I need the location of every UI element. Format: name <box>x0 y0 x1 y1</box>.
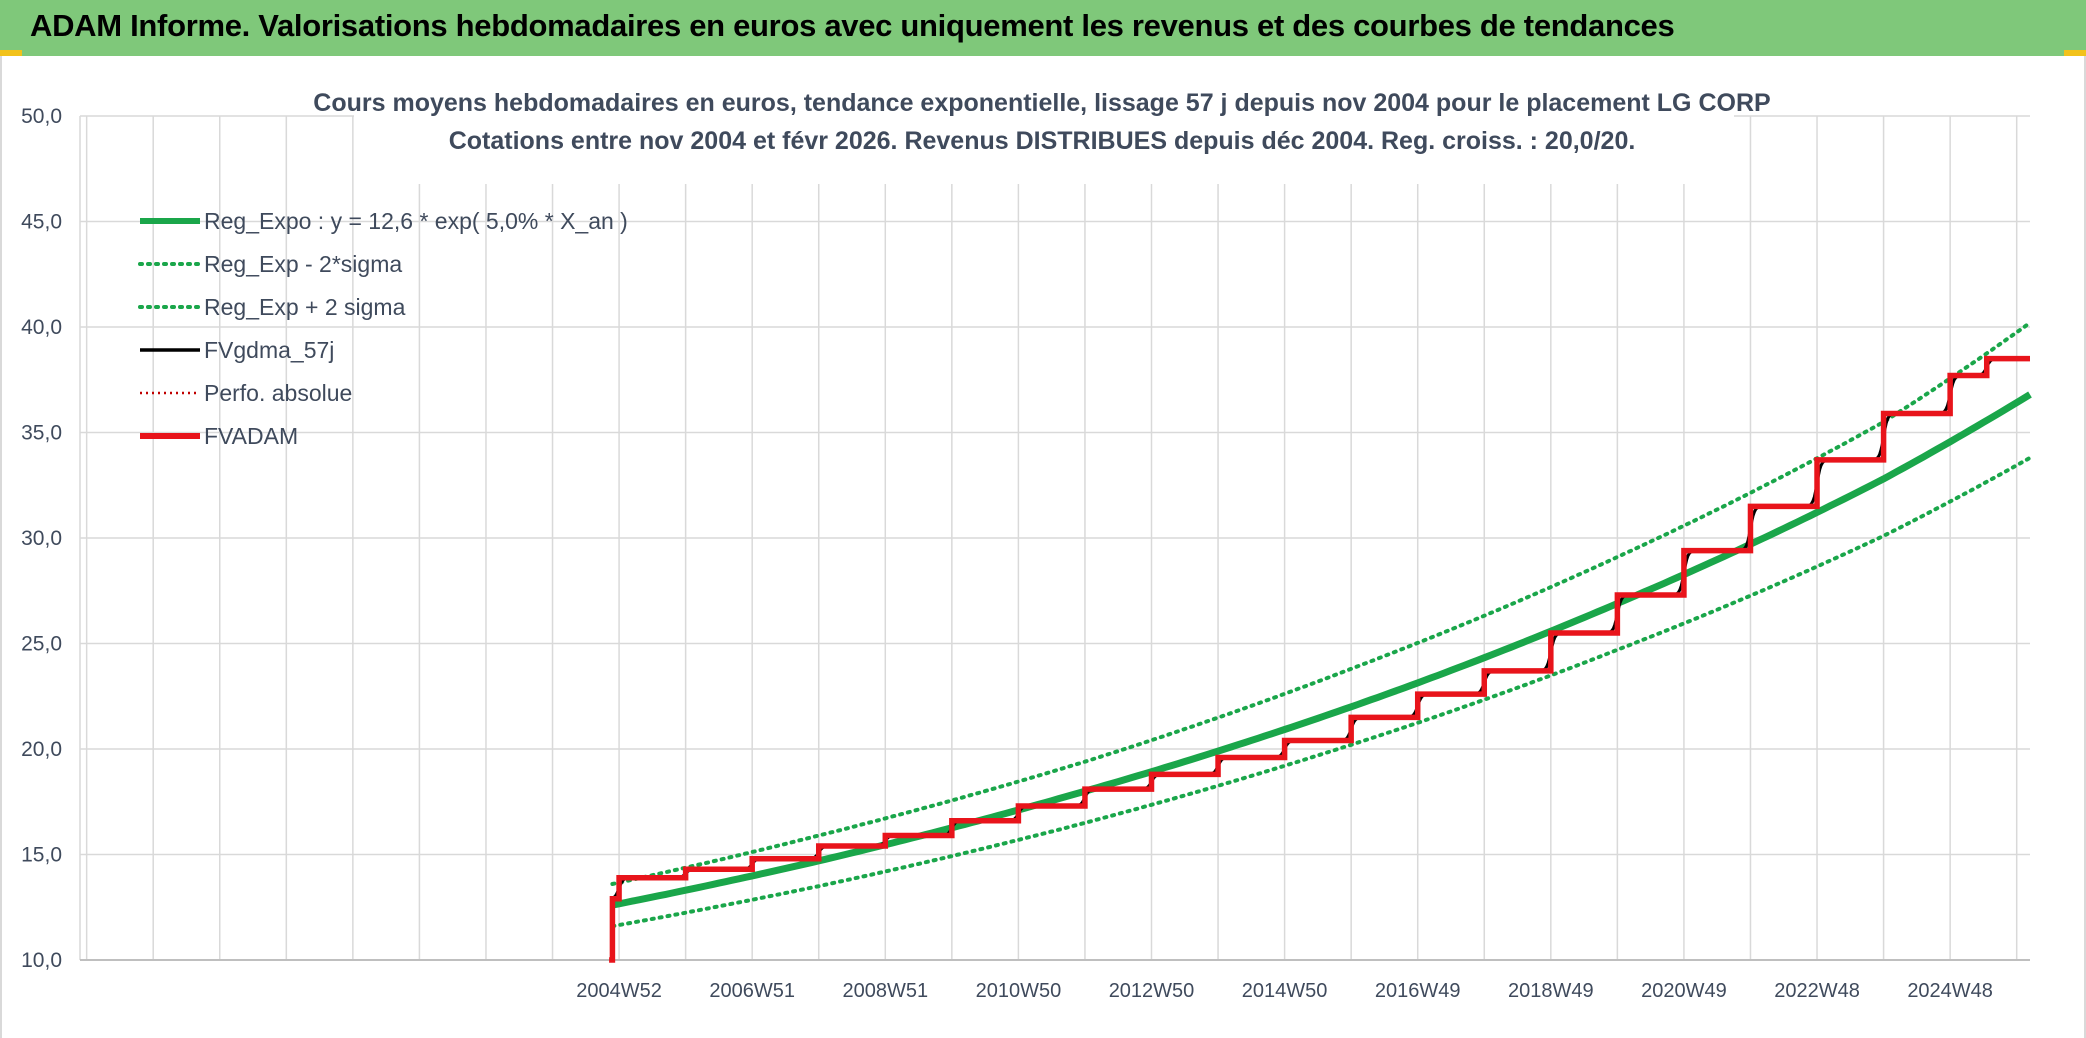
x-tick-label: 2008W51 <box>842 980 928 1002</box>
y-tick-label: 30,0 <box>21 527 62 550</box>
x-tick-label: 2004W52 <box>576 980 662 1002</box>
y-tick-label: 20,0 <box>21 738 62 761</box>
chart-title-line-2: Cotations entre nov 2004 et févr 2026. R… <box>449 127 1636 155</box>
y-tick-label: 10,0 <box>21 949 62 972</box>
chart-title-line-1: Cours moyens hebdomadaires en euros, ten… <box>313 89 1770 117</box>
x-tick-label: 2016W49 <box>1375 980 1461 1002</box>
legend-label-perf: Perfo. absolue <box>204 380 352 406</box>
legend-label-reg_expo: Reg_Expo : y = 12,6 * exp( 5,0% * X_an ) <box>204 208 628 234</box>
x-tick-label: 2024W48 <box>1907 980 1993 1002</box>
x-tick-label: 2012W50 <box>1109 980 1195 1002</box>
title-background <box>354 78 1734 184</box>
x-tick-label: 2020W49 <box>1641 980 1727 1002</box>
series-reg-minus-2sigma <box>610 455 2032 929</box>
y-tick-label: 25,0 <box>21 633 62 656</box>
series-reg-expo <box>611 391 2032 909</box>
x-tick-label: 2018W49 <box>1508 980 1594 1002</box>
corner-mark-left <box>0 50 22 56</box>
y-tick-label: 15,0 <box>21 844 62 867</box>
y-axis: 10,0 15,0 20,0 25,0 30,0 35,0 40,0 45,0 50,0 <box>21 105 62 972</box>
series-fvadam <box>609 355 2030 963</box>
legend-label-reg_plus: Reg_Exp + 2 sigma <box>204 294 406 320</box>
plot-area <box>609 320 2032 963</box>
report-title: ADAM Informe. Valorisations hebdomadaire… <box>30 8 1675 43</box>
x-tick-label: 2014W50 <box>1242 980 1328 1002</box>
legend-label-fvadam: FVADAM <box>204 423 298 449</box>
y-tick-label: 40,0 <box>21 316 62 339</box>
legend-label-reg_minus: Reg_Exp - 2*sigma <box>204 251 402 277</box>
x-tick-label: 2022W48 <box>1774 980 1860 1002</box>
series-reg-plus-2sigma <box>610 320 2032 886</box>
chart-frame: 10,0 15,0 20,0 25,0 30,0 35,0 40,0 45,0 50,0 200… <box>0 56 2086 1038</box>
legend-label-fvgdma: FVgdma_57j <box>204 337 334 363</box>
grid-lines <box>79 115 2030 961</box>
y-tick-label: 35,0 <box>21 422 62 445</box>
y-tick-label: 45,0 <box>21 211 62 234</box>
y-tick-label: 50,0 <box>21 105 62 128</box>
report-banner: ADAM Informe. Valorisations hebdomadaire… <box>0 0 2086 56</box>
x-tick-label: 2006W51 <box>709 980 795 1002</box>
line-chart: 10,0 15,0 20,0 25,0 30,0 35,0 40,0 45,0 50,0 200… <box>21 78 2032 1002</box>
x-tick-label: 2010W50 <box>976 980 1062 1002</box>
x-axis: 2004W52 2006W51 2008W51 2010W50 2012W50 2014W… <box>576 980 1993 1002</box>
corner-mark-right <box>2064 50 2086 56</box>
legend: Reg_Expo : y = 12,6 * exp( 5,0% * X_an )… <box>138 208 628 449</box>
